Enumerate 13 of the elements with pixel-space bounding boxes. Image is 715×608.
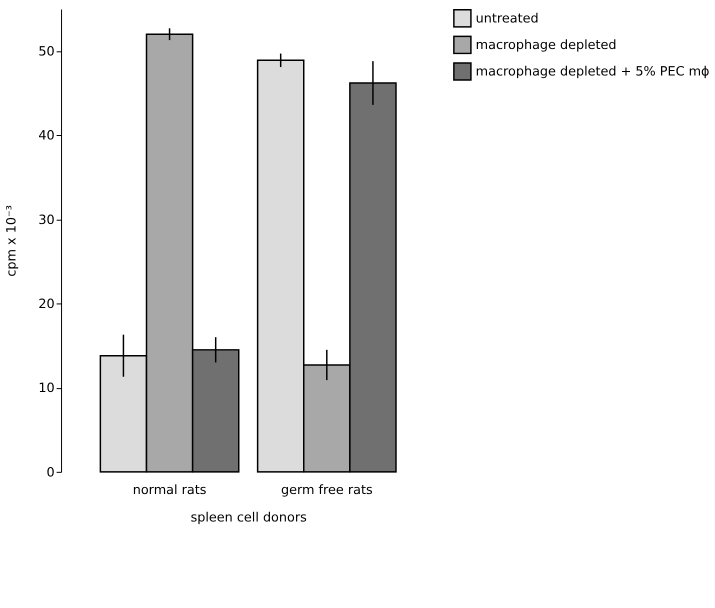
- y-tick-label: 50: [38, 44, 55, 60]
- y-tick-label: 0: [46, 465, 55, 480]
- y-tick-label: 10: [38, 381, 55, 396]
- x-tick-label: normal rats: [132, 483, 207, 498]
- legend-label: macrophage depleted + 5% PEC mϕ: [476, 64, 710, 80]
- legend-label: macrophage depleted: [476, 38, 617, 53]
- y-tick-label: 40: [38, 128, 55, 144]
- x-axis-title: spleen cell donors: [190, 510, 308, 526]
- x-tick-label: germ free rats: [280, 483, 373, 498]
- y-tick-label: 30: [38, 212, 55, 228]
- y-axis-title: cpm x 10⁻³: [4, 205, 20, 277]
- y-tick-label: 20: [38, 296, 55, 312]
- legend-label: untreated: [476, 11, 539, 26]
